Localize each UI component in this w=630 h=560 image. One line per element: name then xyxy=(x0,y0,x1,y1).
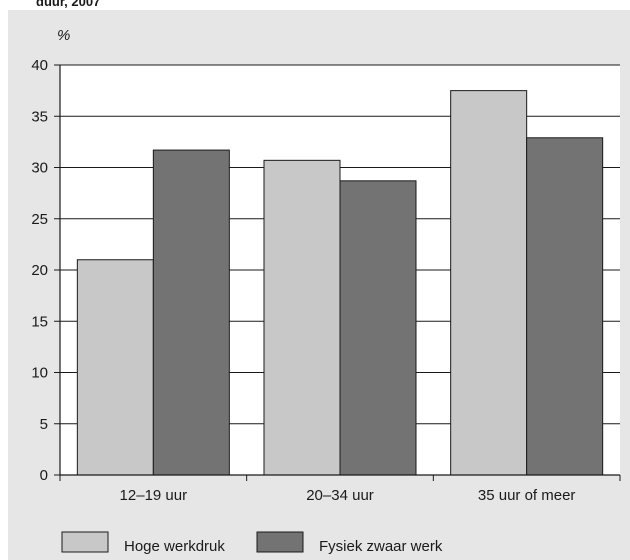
legend-label: Fysiek zwaar werk xyxy=(319,538,443,555)
x-tick-label: 20–34 uur xyxy=(306,487,374,504)
bar xyxy=(263,159,341,476)
legend-swatch xyxy=(61,531,109,553)
y-tick-label: 15 xyxy=(31,313,48,330)
x-tick-label: 35 uur of meer xyxy=(478,487,576,504)
y-tick-labels: 0 5 10 15 20 25 30 35 40 xyxy=(31,57,48,484)
y-tick-label: 30 xyxy=(31,160,48,177)
x-tick-labels: 12–19 uur 20–34 uur 35 uur of meer xyxy=(120,487,576,504)
y-axis-unit-label: % xyxy=(57,27,70,44)
chart-title-fragment: duur, 2007 xyxy=(36,0,101,9)
legend: Hoge werkdruk Fysiek zwaar werk xyxy=(61,531,443,555)
y-tick-label: 5 xyxy=(40,416,48,433)
bar xyxy=(450,90,528,476)
bar xyxy=(526,137,604,476)
bar xyxy=(152,149,230,476)
y-tick-label: 35 xyxy=(31,108,48,125)
bar xyxy=(339,180,417,476)
bar xyxy=(76,259,154,476)
legend-label: Hoge werkdruk xyxy=(124,538,225,555)
y-tick-label: 0 xyxy=(40,467,48,484)
y-tick-label: 25 xyxy=(31,211,48,228)
y-tick-label: 10 xyxy=(31,365,48,382)
x-tick-label: 12–19 uur xyxy=(120,487,188,504)
axes xyxy=(59,65,621,481)
legend-swatch xyxy=(256,531,304,553)
y-tick-label: 40 xyxy=(31,57,48,74)
bars xyxy=(76,90,604,476)
y-tick-label: 20 xyxy=(31,262,48,279)
